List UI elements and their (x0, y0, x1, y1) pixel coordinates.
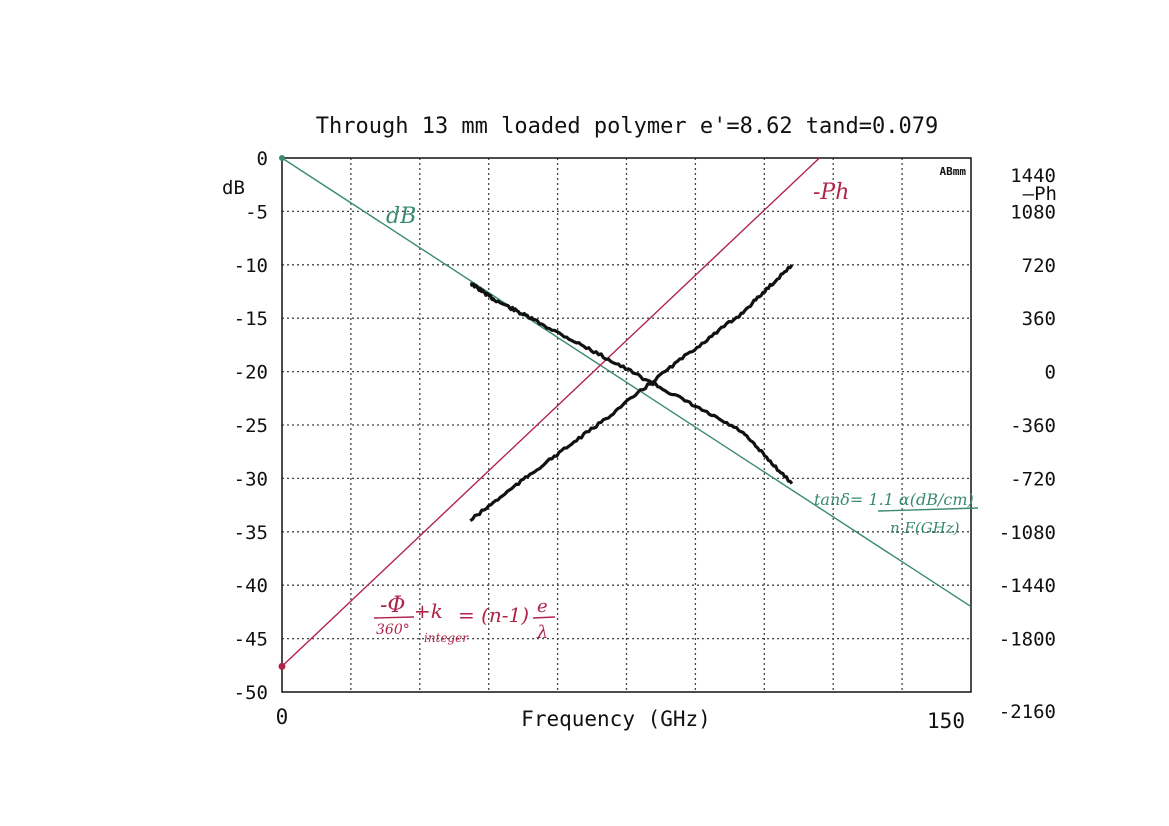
x-tick-label-0: 0 (276, 705, 289, 729)
right-axis-ticks: 1440 1080 720 360 0 -360 -720 -1080 -1440 -1800 -2… (999, 165, 1056, 723)
annotation-phi: -Φ (380, 593, 405, 618)
left-tick-label: -35 (234, 522, 268, 544)
left-tick-label: -25 (234, 415, 268, 437)
reference-line-left (281, 157, 972, 608)
annotation-integer: integer (424, 631, 469, 645)
corner-label: ABmm (940, 165, 967, 178)
annotation-db: dB (386, 204, 416, 229)
reference-line-right (281, 157, 820, 667)
left-axis-ticks: 0 -5 -10 -15 -20 -25 -30 -35 -40 -45 -50 (234, 148, 268, 704)
left-tick-label: -20 (234, 362, 268, 384)
annotation-fraction-bar (877, 507, 979, 512)
right-tick-label: 720 (1022, 255, 1056, 277)
annotation-tand-formula: tanδ= 1.1 α(dB/cm) (814, 490, 974, 509)
right-tick-label: -1800 (999, 629, 1056, 651)
right-axis-label: —Ph (1023, 183, 1057, 205)
annotation-tand-denominator: n F(GHz) (890, 519, 960, 537)
left-tick-label: -45 (234, 629, 268, 651)
left-tick-label: 0 (257, 148, 268, 170)
annotation-e: e (537, 596, 548, 617)
grid (282, 158, 971, 692)
chart-title: Through 13 mm loaded polymer e'=8.62 tan… (316, 114, 939, 139)
annotation-360: 360° (376, 622, 410, 638)
right-tick-label: 0 (1045, 362, 1056, 384)
annotation-e-bar (532, 616, 556, 619)
db-origin-marker (279, 155, 285, 161)
right-tick-label: -360 (1010, 415, 1056, 437)
x-axis-label: Frequency (GHz) (521, 707, 711, 731)
right-tick-label: -1440 (999, 575, 1056, 597)
left-tick-label: -50 (234, 682, 268, 704)
annotation-plus-k: +k (414, 599, 443, 623)
plot-frame (281, 157, 972, 693)
right-tick-label: -1080 (999, 522, 1056, 544)
left-tick-label: -5 (245, 201, 268, 223)
left-tick-label: -40 (234, 575, 268, 597)
left-tick-label: -30 (234, 468, 268, 490)
annotation-ph: -Ph (813, 180, 849, 205)
left-axis-label: dB (222, 177, 245, 199)
series-group (278, 155, 972, 670)
right-tick-label: 1080 (1010, 201, 1056, 223)
trace-left (469, 282, 794, 485)
x-tick-label-1: 150 (927, 709, 965, 733)
annotation-n-minus-1: = (n-1) (458, 603, 529, 627)
left-tick-label: -15 (234, 308, 268, 330)
phase-origin-marker (278, 662, 286, 670)
right-tick-label: 1440 (1010, 165, 1056, 187)
annotation-lambda: λ (536, 622, 548, 643)
annotation-phi-bar (373, 616, 415, 619)
right-tick-label: 360 (1022, 308, 1056, 330)
right-tick-label: -720 (1010, 468, 1056, 490)
right-tick-label: -2160 (999, 701, 1056, 723)
left-tick-label: -10 (234, 255, 268, 277)
trace-right (469, 263, 794, 523)
